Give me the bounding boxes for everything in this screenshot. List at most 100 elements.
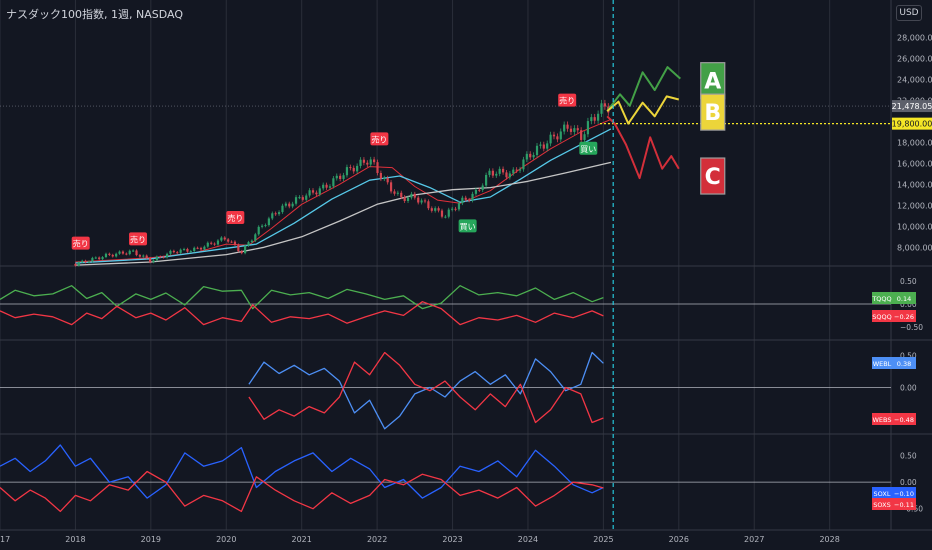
candle-body — [301, 197, 304, 200]
series-line-webl — [248, 351, 604, 430]
candle-body — [345, 167, 349, 176]
candle-body — [505, 172, 508, 178]
candle-body — [383, 178, 386, 180]
candle-body — [474, 189, 478, 194]
candle-body — [427, 201, 430, 209]
candle-body — [410, 193, 413, 198]
candle-body — [165, 253, 169, 258]
x-tick-label: 2028 — [819, 535, 839, 544]
y-tick-label: 18,000.00 — [897, 139, 932, 148]
signal-badge-sell — [226, 210, 245, 224]
candle-body — [366, 162, 369, 165]
candle-body — [305, 195, 308, 200]
candle-body — [593, 117, 596, 121]
candle-body — [74, 264, 77, 266]
candle-body — [386, 178, 389, 183]
candle-body — [393, 191, 396, 194]
candle-body — [495, 173, 498, 176]
candle-body — [291, 203, 294, 207]
scenario-label-c: C — [705, 165, 721, 190]
candle-body — [508, 173, 511, 178]
candle-body — [488, 170, 491, 175]
series-line-soxs — [0, 470, 604, 513]
candle-body — [254, 234, 257, 241]
candle-body — [216, 240, 220, 245]
y-tick-label: 16,000.00 — [897, 159, 932, 168]
signal-label-buy: 買い — [580, 145, 596, 154]
candle-body — [288, 203, 291, 207]
candle-body — [468, 199, 471, 201]
candle-body — [84, 260, 87, 263]
candle-body — [546, 143, 549, 149]
legend-value-tqqq: 0.14 — [897, 295, 911, 303]
signal-badge-buy — [579, 141, 598, 155]
signal-label-buy: 買い — [460, 222, 476, 231]
legend-tag-webs — [872, 413, 892, 425]
signal-badge-sell — [558, 93, 577, 107]
scenario-box-b — [700, 93, 726, 131]
scenario-line-a — [606, 66, 681, 112]
candle-body — [552, 134, 556, 137]
series-line-ma-mid — [75, 128, 612, 264]
legend-value-tag-webl — [892, 357, 916, 369]
panel-tqqq-y-tick: −0.50 — [900, 323, 923, 332]
candle-body — [369, 159, 372, 165]
candle-body — [274, 213, 277, 215]
candle-body — [332, 178, 335, 187]
candle-body — [580, 130, 583, 140]
candle-body — [233, 241, 237, 245]
legend-tag-soxl — [872, 487, 892, 499]
candle-body — [400, 192, 403, 198]
candle-body — [481, 185, 484, 190]
x-tick-label: 2019 — [141, 535, 161, 544]
legend-name-tqqq: TQQQ — [871, 295, 891, 303]
candle-body — [525, 153, 528, 160]
series-line-tqqq — [0, 285, 604, 310]
legend-value-tag-tqqq — [892, 292, 916, 304]
candle-body — [376, 162, 379, 173]
legend-name-sqqq: SQQQ — [872, 313, 891, 321]
candle-body — [152, 260, 155, 263]
panel-soxl-y-tick: 0.00 — [900, 478, 917, 487]
candle-body — [444, 216, 447, 218]
candle-body — [162, 256, 165, 258]
candle-body — [203, 246, 206, 250]
x-tick-label: 2017 — [0, 535, 10, 544]
x-tick-label: 2025 — [593, 535, 613, 544]
candle-body — [260, 225, 264, 227]
currency-button[interactable]: USD — [896, 5, 922, 21]
candle-body — [220, 237, 223, 241]
candle-body — [478, 189, 481, 191]
candle-body — [121, 251, 125, 254]
legend-value-sqqq: −0.26 — [894, 313, 914, 321]
legend-value-tag-sqqq — [892, 310, 916, 322]
candle-body — [583, 134, 586, 140]
y-tick-label: 24,000.00 — [897, 76, 932, 85]
signal-label-sell: 売り — [227, 213, 243, 223]
y-tick-label: 28,000.00 — [897, 34, 932, 43]
candle-body — [94, 257, 97, 259]
y-tick-label: 12,000.00 — [897, 201, 932, 210]
candle-body — [237, 244, 240, 252]
candle-body — [311, 190, 315, 193]
x-tick-label: 2020 — [216, 535, 236, 544]
candle-body — [440, 210, 444, 217]
candle-body — [600, 103, 603, 114]
signal-label-sell: 売り — [371, 134, 387, 144]
candle-body — [189, 251, 192, 253]
x-tick-label: 2018 — [65, 535, 85, 544]
candle-body — [406, 197, 410, 201]
legend-name-webl: WEBL — [873, 360, 892, 368]
candle-body — [559, 131, 562, 140]
signal-badge-sell — [129, 232, 148, 246]
candle-body — [549, 134, 552, 144]
candle-body — [603, 103, 606, 107]
panel-soxl-y-tick: 0.50 — [900, 452, 917, 461]
legend-value-tag-soxl — [892, 487, 916, 499]
legend-name-webs: WEBS — [872, 416, 891, 424]
x-tick-label: 2026 — [669, 535, 689, 544]
candle-body — [423, 200, 427, 202]
panel-webl-y-tick: 0.00 — [900, 384, 917, 393]
candle-body — [298, 197, 301, 199]
